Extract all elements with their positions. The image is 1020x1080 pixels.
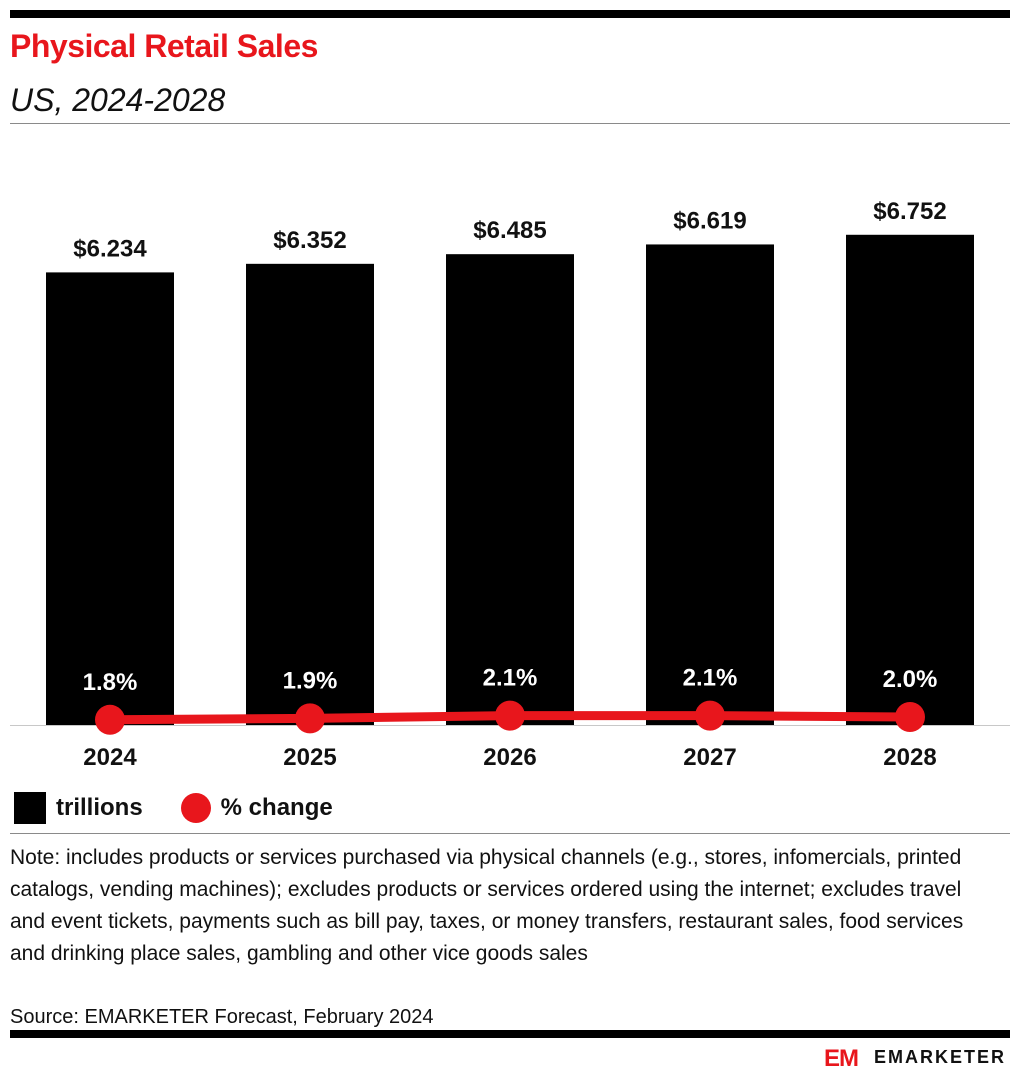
bar-2026 — [446, 254, 574, 725]
top-rule — [10, 10, 1010, 18]
x-tick-label-2028: 2028 — [883, 744, 936, 771]
chart-title: Physical Retail Sales — [10, 28, 318, 64]
brand: EM EMARKETER — [824, 1046, 1006, 1068]
brand-logo-icon: EM — [824, 1046, 859, 1068]
bar-value-label-2024: $6.234 — [73, 235, 147, 262]
bar-line-chart: $6.234 2024 $6.352 2025 $6.485 2026 $6.619 2027… — [10, 198, 1010, 771]
bar-value-label-2025: $6.352 — [273, 227, 346, 254]
brand-name: EMARKETER — [873, 1046, 1006, 1067]
legend-label-line: % change — [220, 794, 333, 821]
percent-change-point-2025 — [295, 703, 325, 734]
brand-logo-text: EM — [824, 1046, 858, 1068]
x-tick-label-2024: 2024 — [83, 744, 137, 771]
percent-change-point-2027 — [695, 700, 725, 731]
legend-swatch-bars — [14, 792, 46, 824]
percent-change-point-2028 — [895, 702, 925, 732]
percent-change-label-2025: 1.9% — [283, 667, 338, 694]
source-note: Source: EMARKETER Forecast, February 202… — [10, 1006, 434, 1028]
footnote: Note: includes products or services purc… — [10, 846, 964, 965]
bar-value-label-2027: $6.619 — [673, 207, 746, 234]
legend-label-bars: trillions — [56, 794, 143, 821]
x-tick-label-2026: 2026 — [483, 744, 536, 771]
chart-subtitle: US, 2024-2028 — [10, 82, 226, 118]
percent-change-label-2027: 2.1% — [683, 665, 738, 692]
bar-2024 — [46, 272, 174, 725]
legend: trillions % change — [14, 792, 371, 824]
bar-value-label-2026: $6.485 — [473, 217, 546, 244]
x-tick-label-2025: 2025 — [283, 744, 336, 771]
percent-change-point-2024 — [95, 704, 125, 735]
bar-2027 — [646, 244, 774, 725]
bar-value-label-2028: $6.752 — [873, 198, 946, 225]
x-tick-label-2027: 2027 — [683, 744, 736, 771]
bar-2025 — [246, 263, 374, 725]
percent-change-label-2028: 2.0% — [883, 666, 938, 693]
percent-change-label-2024: 1.8% — [83, 669, 138, 696]
legend-divider — [10, 833, 1010, 834]
legend-item-bars: trillions — [14, 792, 143, 824]
legend-item-line: % change — [180, 793, 333, 823]
percent-change-label-2026: 2.1% — [483, 665, 538, 692]
header-divider — [10, 123, 1010, 124]
bottom-rule — [10, 1030, 1010, 1038]
legend-marker-line — [180, 793, 211, 823]
bar-2028 — [846, 234, 974, 725]
percent-change-point-2026 — [495, 700, 525, 731]
